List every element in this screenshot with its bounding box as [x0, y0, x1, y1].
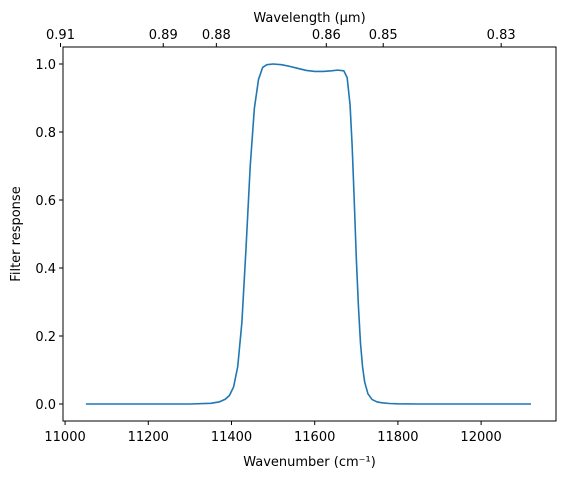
top-tick-label: 0.86: [312, 28, 341, 43]
x-axis-label: Wavenumber (cm⁻¹): [243, 455, 376, 470]
x-tick-label: 11600: [294, 430, 335, 445]
top-tick-label: 0.83: [487, 28, 516, 43]
y-axis-label: Filter response: [9, 186, 24, 281]
y-tick-label: 0.0: [35, 398, 56, 413]
top-tick-label: 0.85: [369, 28, 398, 43]
top-x-axis-ticks: 0.91 0.89 0.88 0.86 0.85 0.83: [46, 28, 516, 47]
plot-frame: [62, 46, 557, 422]
top-tick-label: 0.88: [202, 28, 231, 43]
filter-response-line: [85, 63, 532, 405]
x-tick-label: 11000: [44, 430, 85, 445]
x-tick-label: 11800: [377, 430, 418, 445]
bottom-x-axis-ticks: 11000 11200 11400 11600 11800 12000: [44, 421, 502, 445]
y-tick-label: 1.0: [35, 58, 56, 73]
y-axis-ticks: 0.0 0.2 0.4 0.6 0.8 1.0: [35, 58, 63, 413]
top-x-axis-label: Wavelength (μm): [253, 11, 365, 26]
top-tick-label: 0.91: [46, 28, 75, 43]
y-tick-label: 0.4: [35, 262, 56, 277]
top-tick-label: 0.89: [149, 28, 178, 43]
y-tick-label: 0.6: [35, 194, 56, 209]
y-tick-label: 0.2: [35, 330, 56, 345]
x-tick-label: 11200: [128, 430, 169, 445]
y-tick-label: 0.8: [35, 126, 56, 141]
x-tick-label: 11400: [211, 430, 252, 445]
x-tick-label: 12000: [460, 430, 501, 445]
